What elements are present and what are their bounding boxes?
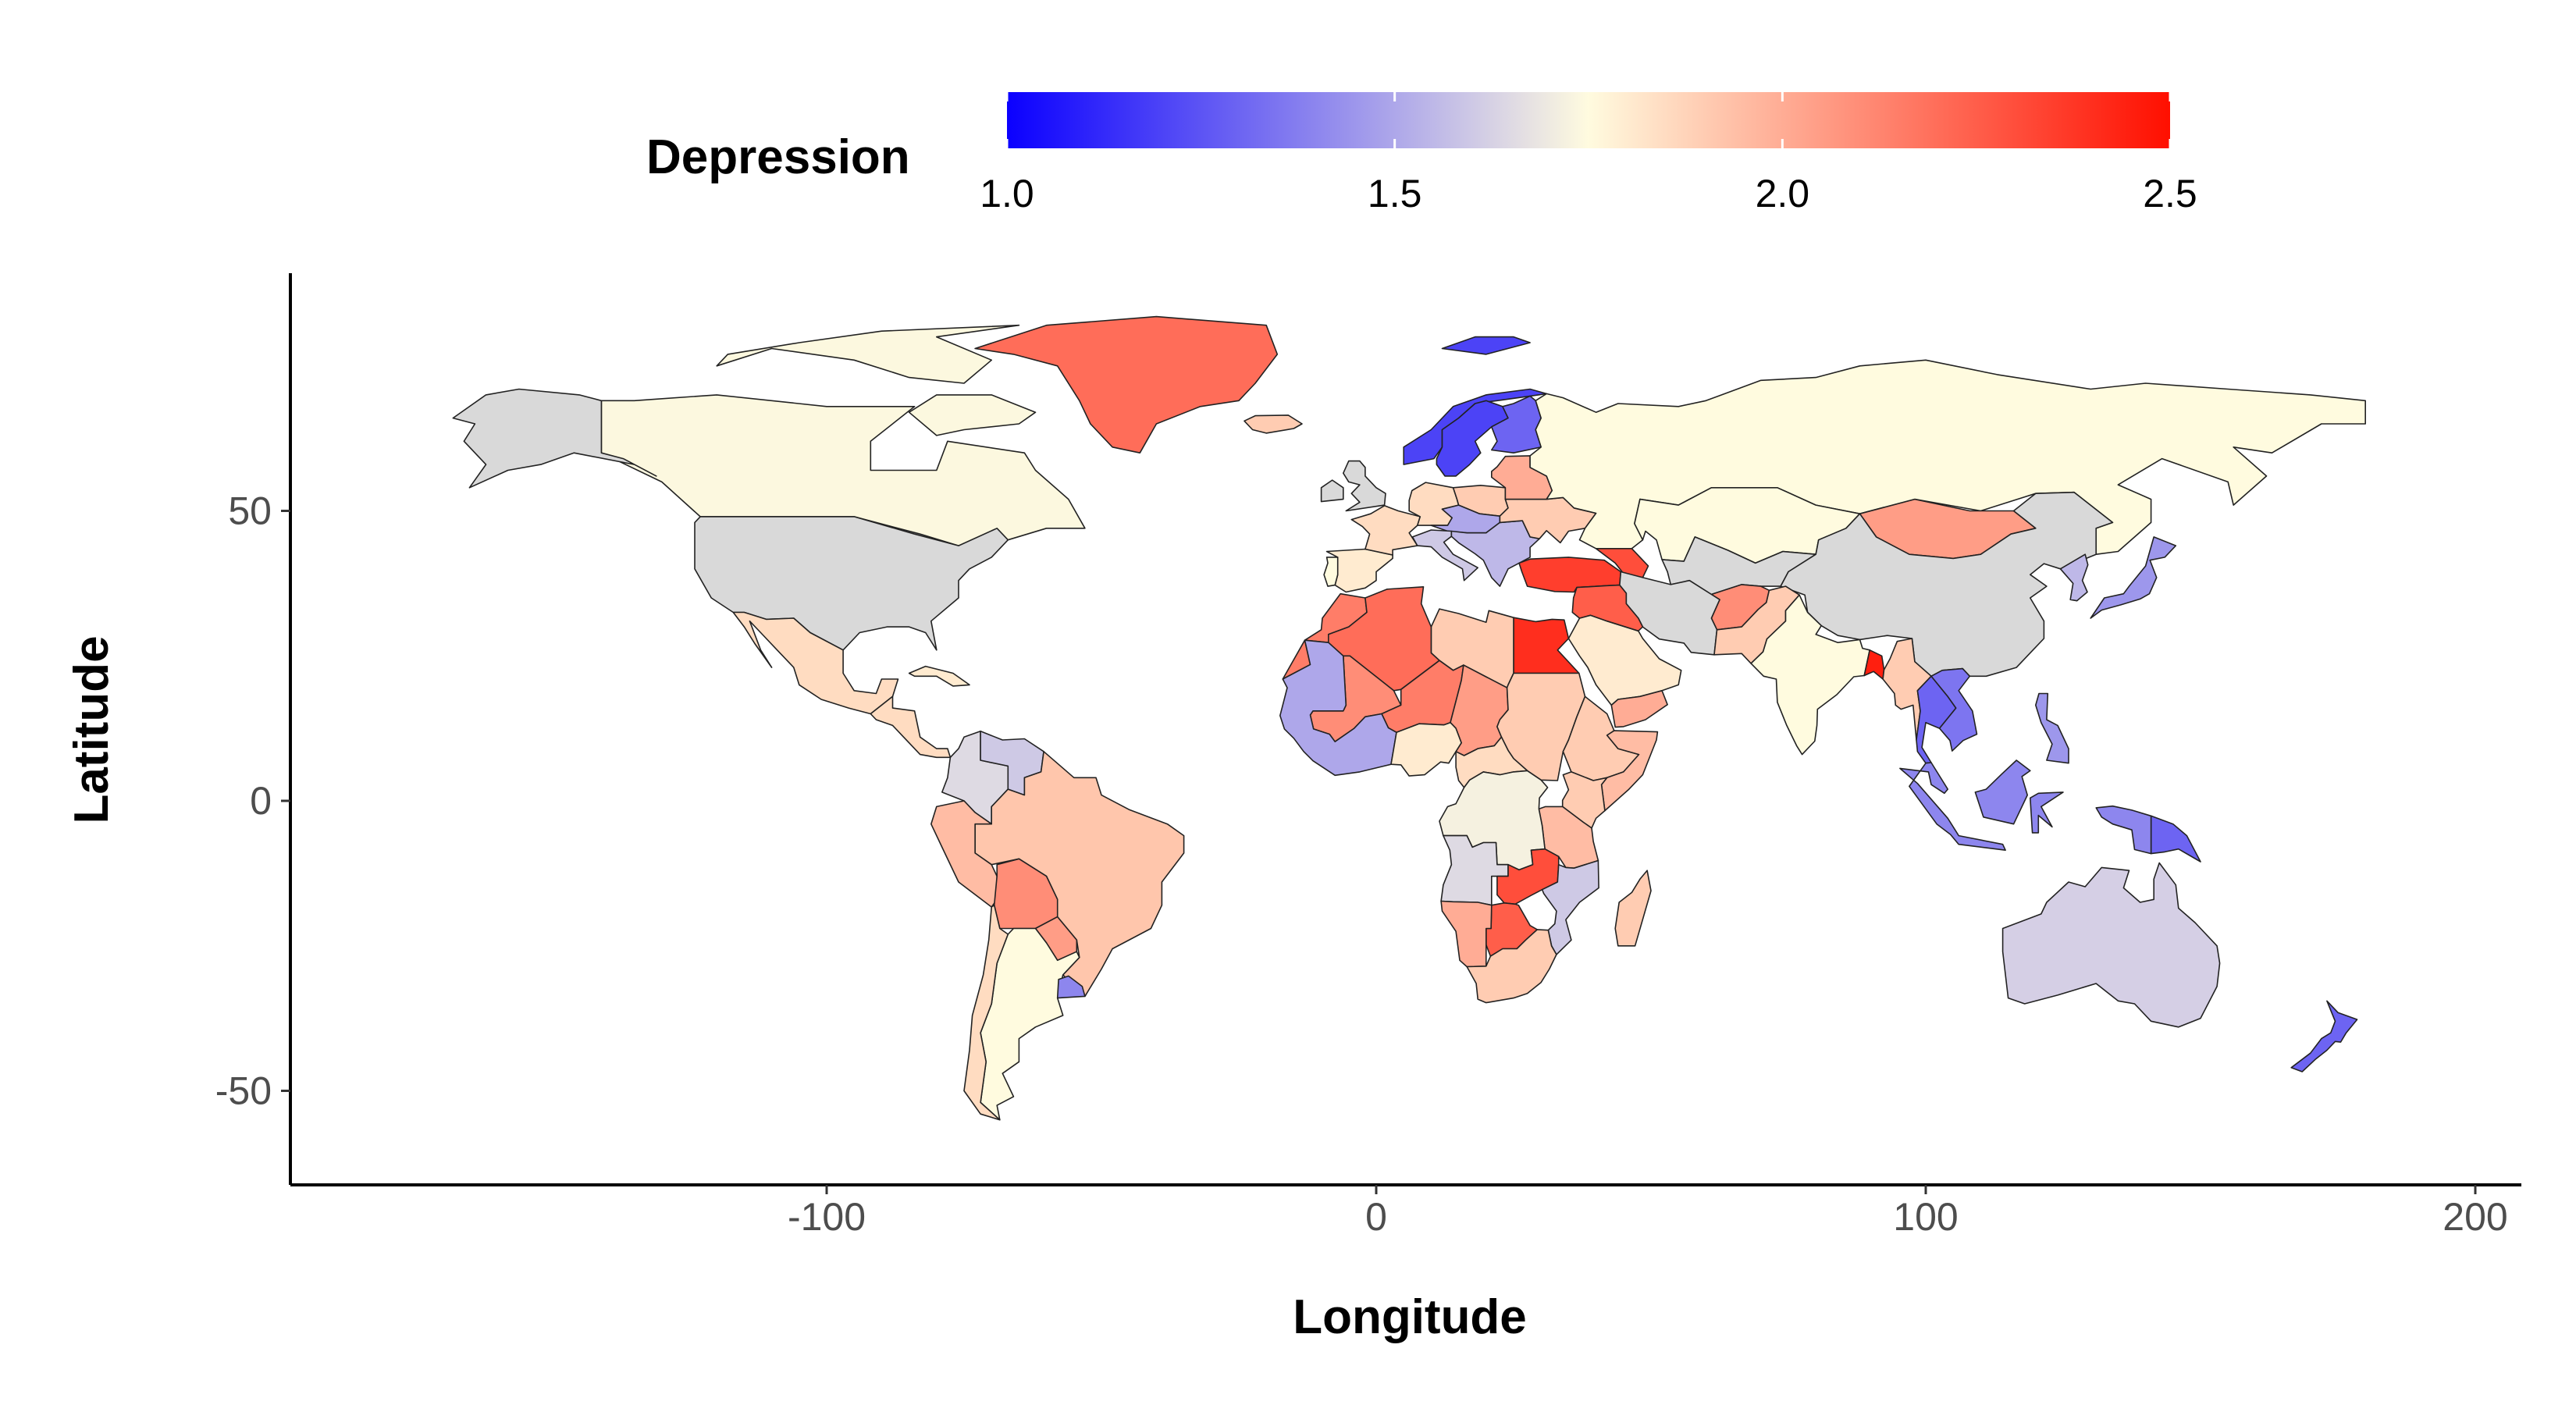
region-france [1350, 505, 1421, 556]
region-china [1780, 491, 2114, 678]
region-korea [2059, 553, 2089, 602]
region-west-africa-coast [1279, 639, 1397, 777]
region-borneo [1974, 759, 2031, 825]
x-tick-label: 100 [1893, 1195, 1958, 1239]
region-uruguay [1056, 975, 1086, 999]
region-cuba [908, 665, 970, 687]
region-canada-islands-0 [716, 324, 1020, 384]
region-indochina [1930, 667, 1978, 752]
region-nigeria [1390, 721, 1462, 777]
y-tick-label: 50 [228, 489, 272, 533]
region-yemen [1610, 690, 1668, 728]
x-tick-label: -100 [788, 1195, 866, 1239]
region-new-guinea-west [2095, 805, 2152, 855]
region-central-america [870, 695, 952, 759]
region-kenya [1561, 771, 1608, 829]
region-alaska-usa [452, 388, 657, 489]
region-italy [1411, 529, 1478, 582]
region-south-africa [1466, 929, 1557, 1004]
region-united-kingdom [1343, 460, 1386, 512]
region-balkans [1450, 520, 1540, 587]
region-russia [1529, 359, 2366, 555]
region-angola [1440, 834, 1509, 906]
region-new-zealand [2290, 1000, 2358, 1072]
region-portugal [1323, 557, 1339, 587]
x-tick-label: 0 [1365, 1195, 1387, 1239]
region-canada-islands-1 [908, 394, 1037, 436]
region-syria-iraq [1571, 584, 1644, 632]
colorbar [1007, 92, 2170, 148]
region-papua-new-guinea [2150, 815, 2201, 863]
y-tick-label: -50 [215, 1069, 272, 1113]
colorbar-tick-label: 1.5 [1368, 172, 1422, 215]
colorbar-tick-label: 1.0 [980, 172, 1034, 215]
region-mozambique [1541, 859, 1599, 955]
region-egypt [1513, 617, 1580, 674]
region-norway-islands-2 [1441, 336, 1531, 355]
region-namibia [1440, 900, 1493, 968]
colorbar-tick-label: 2.0 [1756, 172, 1810, 215]
region-iceland [1244, 414, 1303, 434]
axes: -100 0 100 200 -50 0 50 Longitude Latitude [65, 273, 2521, 1344]
map-panel [452, 315, 2366, 1121]
colorbar-tick-label: 2.5 [2143, 172, 2197, 215]
region-philippines [2035, 692, 2069, 764]
region-peru [930, 800, 998, 908]
region-australia [2001, 862, 2221, 1028]
region-ireland [1320, 479, 1344, 503]
y-axis-ticks: -50 0 50 [215, 489, 290, 1113]
region-malaysia-indonesia [1899, 762, 2006, 851]
x-axis-title: Longitude [1293, 1290, 1527, 1344]
region-greenland [974, 315, 1279, 454]
y-tick-label: 0 [250, 779, 272, 823]
region-chile [963, 904, 1009, 1121]
region-madagascar [1614, 870, 1652, 947]
region-japan [2090, 536, 2177, 619]
x-axis-ticks: -100 0 100 200 [788, 1185, 2508, 1239]
region-sulawesi-east-indonesia [2030, 791, 2064, 834]
x-tick-label: 200 [2443, 1195, 2507, 1239]
legend: Depression 1.0 1.5 2.0 2.5 [646, 92, 2197, 215]
y-axis-title: Latitude [65, 635, 119, 823]
legend-title: Depression [646, 130, 910, 184]
colorbar-ticks: 1.0 1.5 2.0 2.5 [980, 92, 2197, 215]
